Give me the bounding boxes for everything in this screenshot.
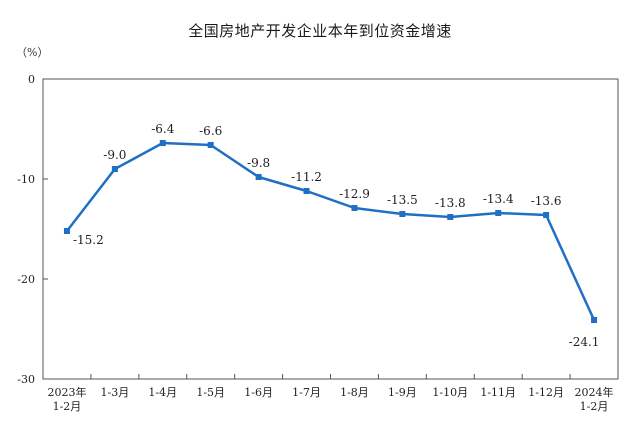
plot-frame [42, 78, 619, 380]
data-label: -11.2 [291, 170, 322, 184]
x-tick-label: 1-4月 [148, 386, 177, 399]
data-point [207, 142, 214, 148]
data-label: -13.6 [531, 194, 562, 208]
y-tick-label: 0 [28, 73, 35, 86]
x-tick-label: 1-11月 [480, 386, 516, 399]
chart-title: 全国房地产开发企业本年到位资金增速 [188, 22, 452, 40]
data-label: -13.4 [483, 192, 514, 206]
x-tick-label: 1-7月 [292, 386, 321, 399]
y-tick-label: -20 [17, 273, 35, 286]
data-label: -12.9 [339, 187, 370, 201]
x-tick-label: 1-10月 [432, 386, 468, 399]
data-point [303, 188, 310, 194]
data-point [159, 140, 166, 146]
data-point [255, 174, 262, 180]
x-tick-label: 1-6月 [244, 386, 273, 399]
data-label: -9.8 [247, 156, 270, 170]
data-point [111, 166, 118, 172]
data-label: -6.6 [199, 124, 222, 138]
data-point [351, 205, 358, 211]
data-label: -13.8 [435, 196, 466, 210]
y-axis-unit: （%） [16, 46, 49, 59]
x-tick-label: 1-5月 [196, 386, 225, 399]
data-label: -13.5 [387, 193, 418, 207]
data-label: -6.4 [151, 122, 175, 136]
series-line [65, 141, 596, 321]
y-tick-label: -30 [17, 373, 35, 386]
y-tick-label: -10 [17, 173, 35, 186]
data-point [495, 210, 502, 216]
data-point [63, 228, 70, 234]
data-point [543, 212, 550, 218]
x-tick-label: 1-12月 [528, 386, 564, 399]
data-label: -24.1 [569, 335, 600, 349]
x-tick-label: 1-3月 [101, 386, 130, 399]
x-tick-label: 1-9月 [388, 386, 417, 399]
data-point [447, 214, 454, 220]
data-point [399, 211, 406, 217]
x-tick-label: 2023年 1-2月 [47, 385, 86, 413]
data-label: -15.2 [73, 233, 104, 247]
x-tick-label: 1-8月 [340, 386, 369, 399]
x-tick-label: 2024年 1-2月 [575, 385, 614, 413]
data-point [591, 317, 598, 323]
data-label: -9.0 [103, 148, 126, 162]
